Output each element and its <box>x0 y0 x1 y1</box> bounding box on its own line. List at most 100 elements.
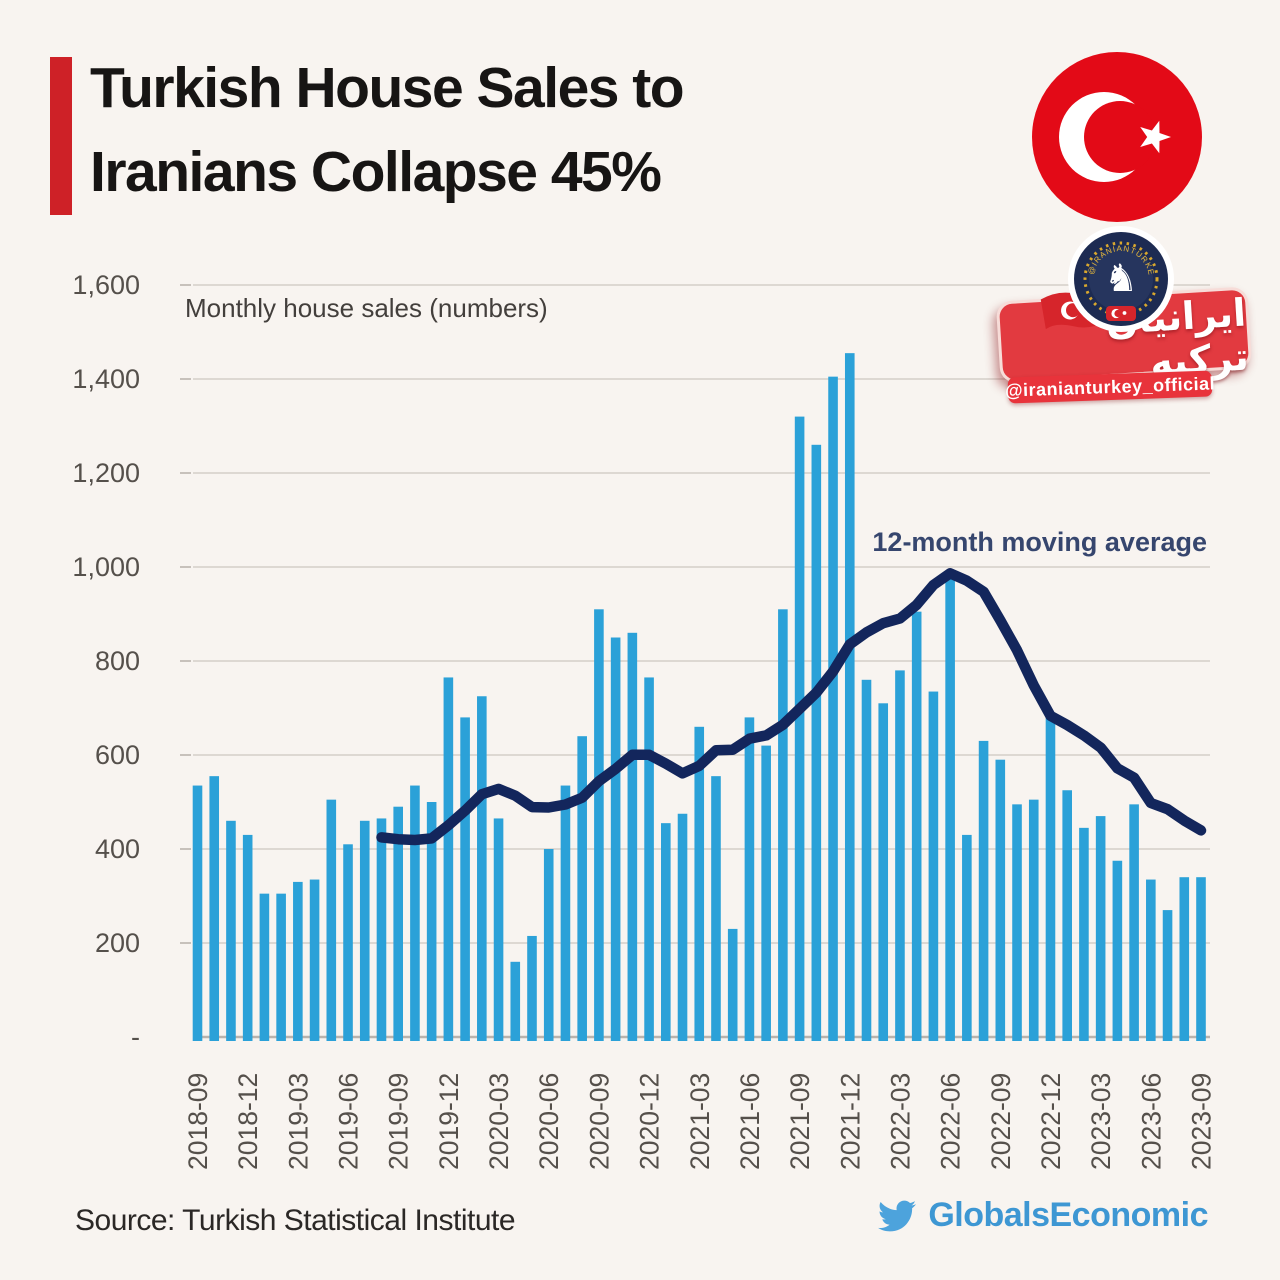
bar-2021-11 <box>828 376 838 1041</box>
bar-2019-06 <box>343 844 353 1041</box>
flag-star <box>1140 120 1171 154</box>
bar-2022-02 <box>878 703 889 1041</box>
bar-2021-04 <box>711 776 721 1041</box>
source-note: Source: Turkish Statistical Institute <box>75 1204 516 1237</box>
x-tick-label: 2019-09 <box>384 1073 414 1170</box>
page-title: Turkish House Sales to Iranians Collapse… <box>90 46 685 214</box>
x-tick-label: 2022-03 <box>885 1073 915 1170</box>
bar-2021-06 <box>744 717 755 1041</box>
brand-name: GlobalsEconomic <box>928 1196 1208 1234</box>
bar-2020-08 <box>577 736 587 1041</box>
y-tick-label: 600 <box>95 740 140 770</box>
y-tick-label: 1,200 <box>72 458 140 488</box>
bar-2023-04 <box>1112 860 1123 1041</box>
x-tick-label: 2021-09 <box>785 1073 815 1170</box>
channel-handle-text: @iranianturkey_official <box>1004 372 1216 401</box>
emblem-flag-star <box>1122 311 1127 315</box>
bar-2020-11 <box>627 632 638 1041</box>
bar-2022-10 <box>1012 804 1022 1041</box>
bar-2022-05 <box>928 691 939 1041</box>
twitter-bird-path <box>878 1200 917 1231</box>
bar-2022-08 <box>978 740 989 1041</box>
bar-2023-08 <box>1179 877 1190 1041</box>
bar-2021-09 <box>794 416 805 1042</box>
bar-2022-01 <box>861 679 872 1041</box>
channel-emblem-icon: @IRANIANTURKEY_OFFICIAL ♞ <box>1066 224 1174 332</box>
x-tick-label: 2023-06 <box>1136 1073 1166 1170</box>
bar-2023-09 <box>1196 877 1206 1041</box>
y-axis-labels: 1,600 1,400 1,200 1,000 800 600 400 200 - <box>72 270 140 1052</box>
bar-2020-09 <box>594 609 604 1041</box>
bar-2022-09 <box>995 759 1006 1041</box>
bar-2021-05 <box>727 928 738 1041</box>
x-tick-label: 2021-06 <box>735 1073 765 1170</box>
bar-2022-04 <box>911 611 922 1041</box>
bar-2019-10 <box>410 785 420 1041</box>
bar-2018-09 <box>192 785 203 1041</box>
bar-2019-09 <box>393 806 403 1041</box>
turkey-flag-icon <box>1032 52 1202 222</box>
x-tick-label: 2022-09 <box>986 1073 1016 1170</box>
bar-2020-01 <box>460 717 470 1041</box>
bar-2023-03 <box>1095 816 1106 1041</box>
bar-2020-10 <box>610 637 621 1041</box>
bar-2021-12 <box>844 353 855 1041</box>
bar-2019-08 <box>376 818 387 1041</box>
bar-2021-10 <box>811 444 822 1041</box>
x-tick-label: 2019-12 <box>434 1073 464 1170</box>
twitter-icon <box>878 1200 917 1231</box>
x-tick-label: 2022-06 <box>936 1073 966 1170</box>
bar-2020-07 <box>560 785 571 1041</box>
bar-2019-01 <box>259 893 270 1041</box>
x-tick-label: 2022-12 <box>1036 1073 1066 1170</box>
bar-2022-03 <box>895 670 905 1041</box>
bar-2019-12 <box>443 677 454 1041</box>
x-tick-label: 2021-03 <box>685 1073 715 1170</box>
x-tick-label: 2021-12 <box>835 1073 865 1170</box>
x-tick-label: 2023-09 <box>1187 1073 1217 1170</box>
x-tick-label: 2020-03 <box>484 1073 514 1170</box>
bar-2022-12 <box>1045 717 1056 1041</box>
y-tick-label: 400 <box>95 834 140 864</box>
x-tick-label: 2020-12 <box>635 1073 665 1170</box>
emblem-flag-crescent-inner <box>1114 309 1122 318</box>
y-tick-label: 800 <box>95 646 140 676</box>
emblem-core <box>1089 247 1153 311</box>
x-tick-label: 2018-12 <box>233 1073 263 1170</box>
bar-2023-02 <box>1079 827 1089 1041</box>
emblem-horseman-glyph: ♞ <box>1104 256 1138 300</box>
title-line-1: Turkish House Sales to <box>90 56 685 120</box>
bar-2021-03 <box>694 726 705 1041</box>
y-tick-label: 1,600 <box>72 270 140 300</box>
bar-2019-02 <box>276 893 286 1041</box>
bar-2023-05 <box>1129 804 1139 1041</box>
bar-2020-12 <box>644 677 654 1041</box>
bar-2018-12 <box>242 834 253 1041</box>
bar-2021-02 <box>677 813 688 1041</box>
crescent-inner <box>1084 101 1156 173</box>
bar-2020-03 <box>493 818 504 1041</box>
x-tick-label: 2020-06 <box>534 1073 564 1170</box>
bar-2022-07 <box>962 834 972 1041</box>
y-tick-label: 1,000 <box>72 552 140 582</box>
y-tick-label: 200 <box>95 928 140 958</box>
bar-2019-07 <box>359 820 370 1041</box>
bar-2023-07 <box>1162 910 1173 1041</box>
bars <box>192 353 1206 1042</box>
bar-2022-11 <box>1028 799 1039 1041</box>
moving-average-line <box>376 568 1207 846</box>
bar-2022-06 <box>945 576 955 1041</box>
bar-2018-10 <box>209 776 220 1041</box>
bar-2020-04 <box>510 961 521 1041</box>
bar-2021-07 <box>761 745 771 1041</box>
bar-2019-11 <box>426 802 437 1041</box>
bar-2021-01 <box>661 823 671 1041</box>
bar-2019-03 <box>293 881 303 1041</box>
x-tick-label: 2023-03 <box>1086 1073 1116 1170</box>
y-tick-label: 1,400 <box>72 364 140 394</box>
bar-2023-01 <box>1062 790 1072 1041</box>
x-tick-label: 2019-06 <box>334 1073 364 1170</box>
x-tick-label: 2020-09 <box>584 1073 614 1170</box>
